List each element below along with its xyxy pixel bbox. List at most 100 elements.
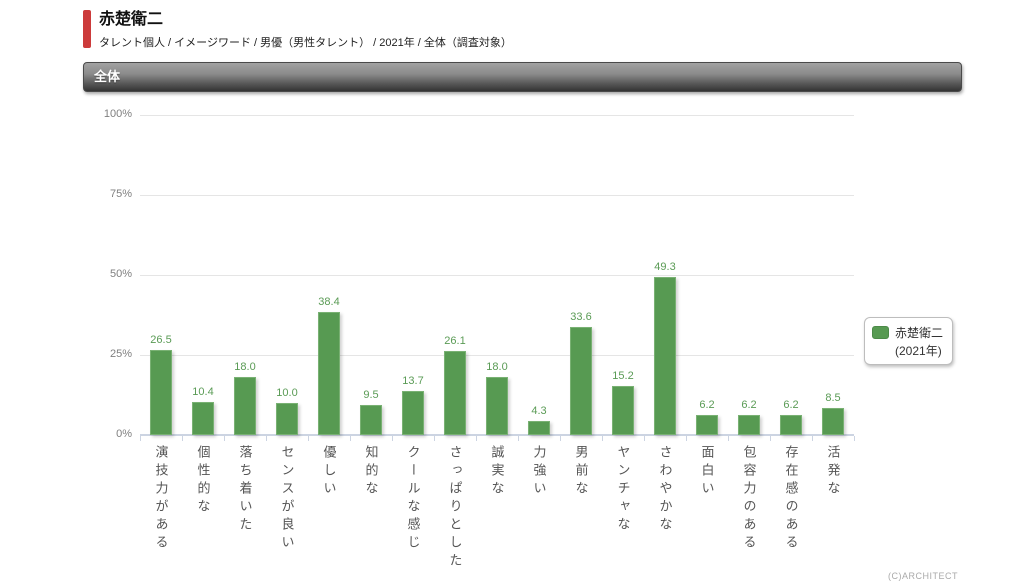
copyright-text: (C)ARCHITECT (888, 571, 958, 581)
bar-10 (570, 327, 592, 435)
bar-slot-1: 10.4 個性的な (182, 115, 224, 517)
x-axis-tick (140, 436, 141, 441)
bar-slot-11: 15.2 ヤンチャな (602, 115, 644, 535)
bar-slot-2: 18.0 落ち着いた (224, 115, 266, 535)
bar-11 (612, 386, 634, 435)
legend-row: 赤楚衛二 (872, 324, 945, 341)
x-axis-tick (686, 436, 687, 441)
legend-swatch (872, 326, 889, 339)
bar-4 (318, 312, 340, 435)
x-axis-label-4: 優しい (321, 445, 337, 499)
x-axis-tick (644, 436, 645, 441)
bar-6 (402, 391, 424, 435)
bar-value-label-3: 10.0 (276, 387, 298, 399)
x-axis-tick (770, 436, 771, 441)
bar-slot-13: 6.2 面白い (686, 115, 728, 499)
bar-slot-4: 38.4 優しい (308, 115, 350, 499)
bar-value-label-6: 13.7 (402, 375, 424, 388)
x-axis-tick (602, 436, 603, 441)
bar-value-label-16: 8.5 (825, 391, 841, 404)
x-axis-label-2: 落ち着いた (237, 445, 253, 535)
y-axis-label-100: 100% (103, 108, 132, 120)
legend: 赤楚衛二 (2021年) (864, 317, 953, 365)
bar-slot-9: 4.3 力強い (518, 115, 560, 499)
bar-value-label-11: 15.2 (612, 370, 634, 383)
breadcrumb: タレント個人 / イメージワード / 男優（男性タレント） / 2021年 / … (99, 37, 512, 49)
y-axis-label-75: 75% (109, 188, 132, 200)
bar-value-label-2: 18.0 (234, 361, 256, 374)
x-axis-label-12: さわやかな (657, 445, 673, 535)
section-header-label: 全体 (94, 69, 121, 84)
section-header-bar: 全体 (83, 62, 962, 92)
bar-9 (528, 421, 550, 435)
x-axis-label-15: 存在感のある (783, 445, 799, 553)
x-axis-tick (812, 436, 813, 441)
x-axis-label-16: 活発な (825, 445, 841, 499)
bar-value-label-4: 38.4 (318, 296, 340, 309)
bar-value-label-9: 4.3 (531, 405, 547, 418)
gridline-0 (140, 434, 854, 436)
x-axis-tick (560, 436, 561, 441)
bar-value-label-12: 49.3 (654, 261, 676, 274)
report-header: 赤楚衛二 タレント個人 / イメージワード / 男優（男性タレント） / 202… (83, 10, 512, 50)
bar-1 (192, 401, 214, 435)
x-axis-tick (728, 436, 729, 441)
bar-slot-16: 8.5 活発な (812, 115, 854, 499)
bar-5 (360, 404, 382, 435)
bar-value-label-1: 10.4 (192, 385, 214, 398)
bar-14 (738, 415, 760, 435)
x-axis-label-10: 男前な (573, 445, 589, 499)
bar-8 (486, 377, 508, 435)
y-axis-label-0: 0% (116, 428, 132, 440)
x-axis-tick (182, 436, 183, 441)
legend-series-year: (2021年) (895, 344, 942, 358)
x-axis-tick (854, 436, 855, 441)
bar-value-label-5: 9.5 (363, 388, 379, 401)
title-accent-bar (83, 10, 91, 48)
bar-slot-14: 6.2 包容力のある (728, 115, 770, 553)
bar-slot-7: 26.1 さっぱりとした (434, 115, 476, 571)
y-axis-label-25: 25% (109, 348, 132, 360)
bar-0 (150, 350, 172, 435)
y-axis-label-50: 50% (109, 268, 132, 280)
bar-3 (276, 403, 298, 435)
x-axis-tick (518, 436, 519, 441)
x-axis-tick (392, 436, 393, 441)
x-axis-tick (266, 436, 267, 441)
bar-value-label-10: 33.6 (570, 311, 592, 324)
x-axis-label-11: ヤンチャな (615, 445, 631, 535)
bar-value-label-15: 6.2 (783, 399, 799, 412)
title-block: 赤楚衛二 タレント個人 / イメージワード / 男優（男性タレント） / 202… (99, 10, 512, 50)
gridline-75 (140, 195, 854, 196)
x-axis-label-8: 誠実な (489, 445, 505, 499)
bar-2 (234, 377, 256, 435)
bar-16 (822, 407, 844, 435)
x-axis-label-5: 知的な (363, 445, 379, 499)
gridline-25 (140, 355, 854, 356)
bar-value-label-14: 6.2 (741, 399, 757, 412)
x-axis-label-13: 面白い (699, 445, 715, 499)
x-axis-label-9: 力強い (531, 445, 547, 499)
bar-value-label-13: 6.2 (699, 399, 715, 412)
x-axis-tick (308, 436, 309, 441)
x-axis-label-0: 演技力がある (153, 445, 169, 553)
bar-value-label-0: 26.5 (150, 334, 172, 347)
x-axis-label-3: センスが良い (279, 445, 295, 553)
x-axis-tick (350, 436, 351, 441)
legend-series-name: 赤楚衛二 (895, 326, 944, 340)
gridline-100 (140, 115, 854, 116)
x-axis-tick (476, 436, 477, 441)
bar-slot-10: 33.6 男前な (560, 115, 602, 499)
bar-12 (654, 277, 676, 435)
bar-13 (696, 415, 718, 435)
bar-slot-3: 10.0 センスが良い (266, 115, 308, 553)
bar-value-label-7: 26.1 (444, 335, 466, 348)
gridline-50 (140, 275, 854, 276)
x-axis-tick (224, 436, 225, 441)
x-axis-label-1: 個性的な (195, 445, 211, 517)
bar-slot-12: 49.3 さわやかな (644, 115, 686, 535)
bar-slot-0: 26.5 演技力がある (140, 115, 182, 553)
bar-slot-15: 6.2 存在感のある (770, 115, 812, 553)
x-axis-label-7: さっぱりとした (447, 445, 463, 571)
